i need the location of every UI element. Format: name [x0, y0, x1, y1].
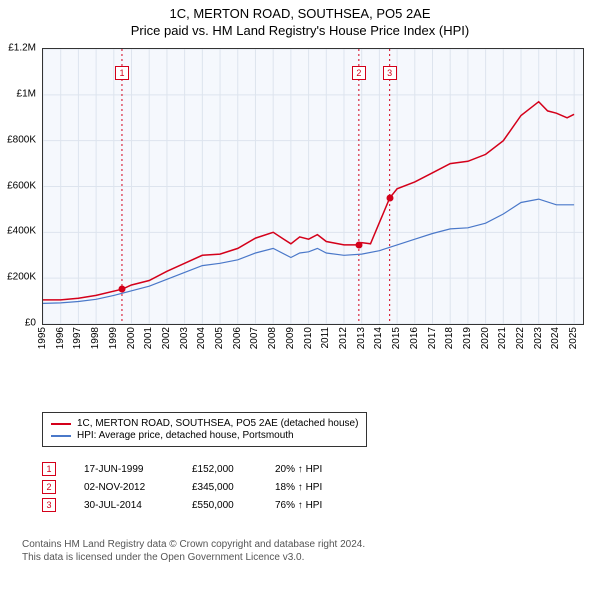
plot-area: 1 2 3 [42, 48, 584, 325]
x-axis-label: 2015 [391, 327, 402, 349]
x-axis-label: 2001 [143, 327, 154, 349]
y-axis-label: £600K [0, 180, 36, 191]
x-axis-label: 2004 [196, 327, 207, 349]
x-axis-label: 2005 [214, 327, 225, 349]
sale-dot [118, 286, 125, 293]
x-axis-label: 2024 [550, 327, 561, 349]
x-axis-label: 2017 [427, 327, 438, 349]
attribution-line-1: Contains HM Land Registry data © Crown c… [22, 538, 365, 551]
y-axis-label: £800K [0, 134, 36, 145]
sale-pct: 18% ↑ HPI [275, 482, 375, 493]
y-axis-label: £1M [0, 88, 36, 99]
legend-line-property [51, 423, 71, 425]
x-axis-label: 2022 [515, 327, 526, 349]
sale-price: £152,000 [192, 464, 247, 475]
y-axis-label: £400K [0, 226, 36, 237]
x-axis-label: 1999 [108, 327, 119, 349]
attribution: Contains HM Land Registry data © Crown c… [22, 538, 365, 564]
sale-row: 3 30-JUL-2014 £550,000 76% ↑ HPI [42, 498, 375, 512]
legend-label-property: 1C, MERTON ROAD, SOUTHSEA, PO5 2AE (deta… [77, 418, 358, 429]
x-axis-label: 2020 [480, 327, 491, 349]
legend: 1C, MERTON ROAD, SOUTHSEA, PO5 2AE (deta… [42, 412, 367, 447]
x-axis-label: 1997 [72, 327, 83, 349]
sale-price: £345,000 [192, 482, 247, 493]
x-axis-label: 2013 [356, 327, 367, 349]
sale-date: 02-NOV-2012 [84, 482, 164, 493]
chart-container: 1C, MERTON ROAD, SOUTHSEA, PO5 2AE Price… [0, 0, 600, 38]
x-axis-label: 2016 [409, 327, 420, 349]
y-axis-label: £1.2M [0, 43, 36, 54]
attribution-line-2: This data is licensed under the Open Gov… [22, 551, 365, 564]
x-axis-label: 2018 [444, 327, 455, 349]
legend-line-hpi [51, 435, 71, 437]
x-axis-label: 2010 [303, 327, 314, 349]
sale-row-marker: 2 [42, 480, 56, 494]
x-axis-label: 2021 [497, 327, 508, 349]
x-axis-label: 1996 [55, 327, 66, 349]
sale-row-marker: 1 [42, 462, 56, 476]
y-axis-label: £0 [0, 318, 36, 329]
chart-subtitle: Price paid vs. HM Land Registry's House … [0, 23, 600, 38]
sale-date: 30-JUL-2014 [84, 500, 164, 511]
sale-pct: 76% ↑ HPI [275, 500, 375, 511]
sale-row: 1 17-JUN-1999 £152,000 20% ↑ HPI [42, 462, 375, 476]
x-axis-label: 2002 [161, 327, 172, 349]
sale-marker-label: 1 [115, 66, 129, 80]
y-axis-label: £200K [0, 272, 36, 283]
x-axis-label: 2023 [533, 327, 544, 349]
sale-date: 17-JUN-1999 [84, 464, 164, 475]
x-axis-label: 2008 [267, 327, 278, 349]
x-axis-label: 2007 [249, 327, 260, 349]
x-axis-label: 2009 [285, 327, 296, 349]
sale-row: 2 02-NOV-2012 £345,000 18% ↑ HPI [42, 480, 375, 494]
sale-pct: 20% ↑ HPI [275, 464, 375, 475]
x-axis-label: 2003 [179, 327, 190, 349]
chart-title: 1C, MERTON ROAD, SOUTHSEA, PO5 2AE [0, 6, 600, 21]
x-axis-label: 2012 [338, 327, 349, 349]
x-axis-label: 2006 [232, 327, 243, 349]
sale-row-marker: 3 [42, 498, 56, 512]
x-axis-label: 2011 [320, 327, 331, 349]
x-axis-label: 2000 [126, 327, 137, 349]
x-axis-label: 1998 [90, 327, 101, 349]
x-axis-label: 2025 [568, 327, 579, 349]
x-axis-label: 1995 [37, 327, 48, 349]
sales-table: 1 17-JUN-1999 £152,000 20% ↑ HPI 2 02-NOV-201… [42, 458, 375, 516]
x-axis-label: 2014 [373, 327, 384, 349]
sale-dot [355, 241, 362, 248]
sale-price: £550,000 [192, 500, 247, 511]
sale-marker-label: 3 [383, 66, 397, 80]
x-axis-label: 2019 [462, 327, 473, 349]
sale-marker-label: 2 [352, 66, 366, 80]
sale-dot [386, 194, 393, 201]
legend-label-hpi: HPI: Average price, detached house, Port… [77, 430, 294, 441]
